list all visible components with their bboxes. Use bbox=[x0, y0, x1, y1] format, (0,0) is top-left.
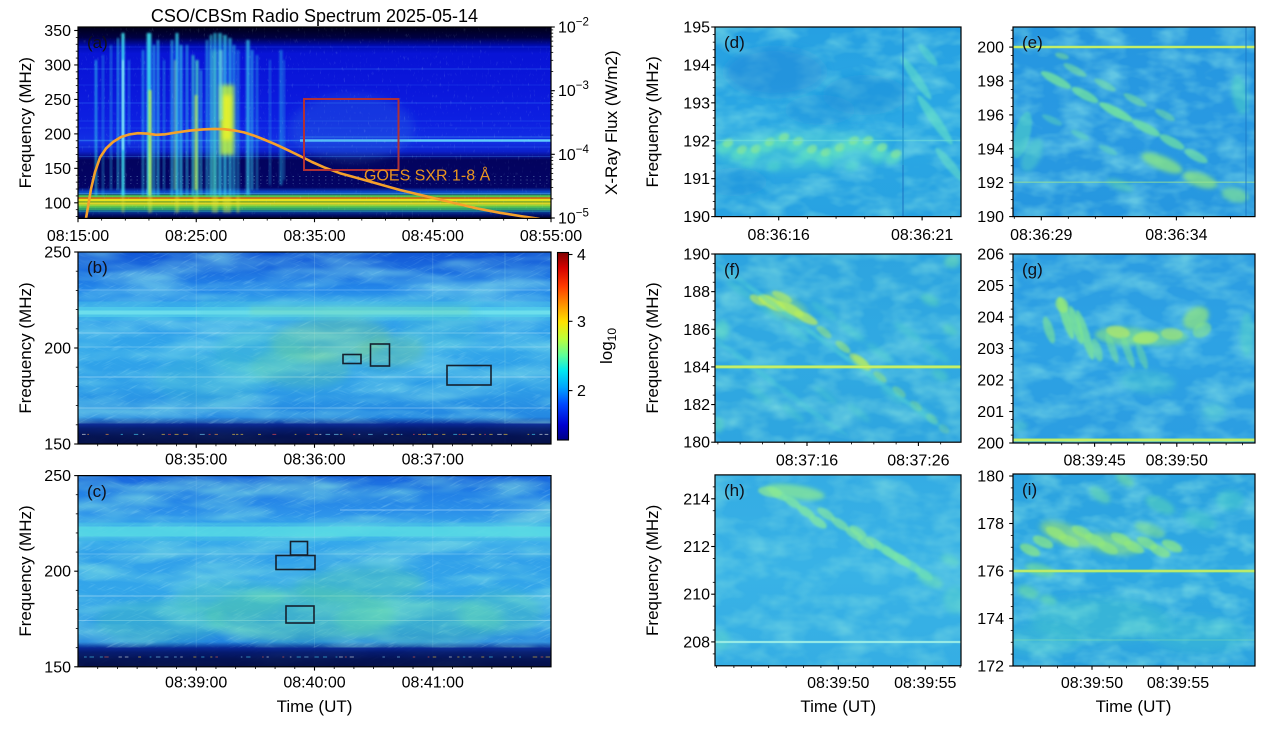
svg-text:188: 188 bbox=[683, 284, 710, 301]
svg-text:200: 200 bbox=[44, 341, 71, 358]
svg-text:08:36:00: 08:36:00 bbox=[283, 452, 345, 469]
svg-text:184: 184 bbox=[683, 359, 710, 376]
svg-text:186: 186 bbox=[683, 322, 710, 339]
svg-text:08:15:00: 08:15:00 bbox=[47, 228, 109, 245]
svg-text:190: 190 bbox=[683, 247, 710, 264]
svg-text:210: 210 bbox=[683, 587, 710, 604]
svg-text:300: 300 bbox=[44, 58, 71, 75]
svg-text:08:25:00: 08:25:00 bbox=[165, 228, 227, 245]
svg-text:201: 201 bbox=[977, 404, 1004, 421]
svg-text:08:41:00: 08:41:00 bbox=[402, 675, 464, 692]
svg-text:08:37:16: 08:37:16 bbox=[776, 453, 838, 470]
svg-text:190: 190 bbox=[977, 209, 1004, 226]
svg-text:Frequency (MHz): Frequency (MHz) bbox=[643, 56, 662, 187]
svg-text:180: 180 bbox=[683, 435, 710, 452]
svg-text:202: 202 bbox=[977, 373, 1004, 390]
svg-text:203: 203 bbox=[977, 341, 1004, 358]
svg-text:(d): (d) bbox=[724, 33, 745, 52]
svg-text:205: 205 bbox=[977, 278, 1004, 295]
svg-text:08:45:00: 08:45:00 bbox=[402, 228, 464, 245]
svg-text:200: 200 bbox=[44, 564, 71, 581]
svg-text:CSO/CBSm Radio Spectrum 2025-0: CSO/CBSm Radio Spectrum 2025-05-14 bbox=[151, 6, 478, 26]
svg-text:212: 212 bbox=[683, 539, 710, 556]
svg-text:08:36:16: 08:36:16 bbox=[748, 227, 810, 244]
svg-text:250: 250 bbox=[44, 245, 71, 262]
svg-text:150: 150 bbox=[44, 659, 71, 676]
svg-text:150: 150 bbox=[44, 437, 71, 454]
svg-text:200: 200 bbox=[977, 436, 1004, 453]
svg-text:Frequency (MHz): Frequency (MHz) bbox=[643, 505, 662, 636]
svg-text:4: 4 bbox=[577, 247, 586, 264]
svg-text:Frequency (MHz): Frequency (MHz) bbox=[16, 57, 35, 188]
svg-text:08:39:50: 08:39:50 bbox=[1061, 675, 1123, 692]
svg-text:(f): (f) bbox=[724, 260, 740, 279]
svg-text:X-Ray Flux (W/m2): X-Ray Flux (W/m2) bbox=[602, 50, 621, 195]
svg-text:10−5: 10−5 bbox=[558, 208, 589, 228]
svg-text:(a): (a) bbox=[87, 33, 108, 52]
svg-text:Frequency (MHz): Frequency (MHz) bbox=[16, 505, 35, 636]
svg-text:10−3: 10−3 bbox=[558, 80, 589, 100]
svg-text:194: 194 bbox=[683, 57, 710, 74]
svg-text:Frequency (MHz): Frequency (MHz) bbox=[16, 282, 35, 413]
svg-text:log10: log10 bbox=[597, 328, 619, 364]
svg-text:10−4: 10−4 bbox=[558, 144, 590, 164]
svg-text:08:36:21: 08:36:21 bbox=[891, 227, 953, 244]
svg-text:08:36:29: 08:36:29 bbox=[1010, 227, 1072, 244]
svg-text:200: 200 bbox=[977, 40, 1004, 57]
svg-text:Time (UT): Time (UT) bbox=[1096, 697, 1172, 716]
svg-text:191: 191 bbox=[683, 171, 710, 188]
svg-text:08:55:00: 08:55:00 bbox=[520, 228, 582, 245]
svg-text:08:39:55: 08:39:55 bbox=[1147, 675, 1209, 692]
svg-text:350: 350 bbox=[44, 23, 71, 40]
svg-text:(h): (h) bbox=[724, 481, 745, 500]
svg-text:08:37:00: 08:37:00 bbox=[402, 452, 464, 469]
svg-text:08:39:50: 08:39:50 bbox=[1146, 453, 1208, 470]
svg-text:198: 198 bbox=[977, 74, 1004, 91]
svg-text:196: 196 bbox=[977, 107, 1004, 124]
svg-text:08:39:55: 08:39:55 bbox=[894, 675, 956, 692]
svg-text:250: 250 bbox=[44, 468, 71, 485]
svg-text:(e): (e) bbox=[1022, 33, 1043, 52]
svg-text:08:35:00: 08:35:00 bbox=[283, 228, 345, 245]
svg-text:178: 178 bbox=[977, 516, 1004, 533]
svg-text:206: 206 bbox=[977, 247, 1004, 264]
svg-text:174: 174 bbox=[977, 611, 1004, 628]
svg-text:100: 100 bbox=[44, 195, 71, 212]
svg-text:(c): (c) bbox=[87, 482, 107, 501]
svg-text:194: 194 bbox=[977, 141, 1004, 158]
svg-text:Time (UT): Time (UT) bbox=[800, 697, 876, 716]
svg-text:08:39:45: 08:39:45 bbox=[1063, 453, 1125, 470]
svg-text:176: 176 bbox=[977, 564, 1004, 581]
svg-text:10−2: 10−2 bbox=[558, 17, 589, 37]
svg-text:(b): (b) bbox=[87, 258, 108, 277]
svg-text:(g): (g) bbox=[1022, 260, 1043, 279]
svg-text:180: 180 bbox=[977, 469, 1004, 486]
svg-text:190: 190 bbox=[683, 209, 710, 226]
svg-text:GOES SXR 1-8 Å: GOES SXR 1-8 Å bbox=[364, 166, 491, 185]
svg-text:08:39:00: 08:39:00 bbox=[165, 675, 227, 692]
svg-text:200: 200 bbox=[44, 126, 71, 143]
svg-text:3: 3 bbox=[577, 314, 586, 331]
svg-text:Frequency (MHz): Frequency (MHz) bbox=[643, 282, 662, 413]
svg-text:08:40:00: 08:40:00 bbox=[283, 675, 345, 692]
svg-text:172: 172 bbox=[977, 659, 1004, 676]
svg-text:214: 214 bbox=[683, 491, 710, 508]
svg-text:182: 182 bbox=[683, 397, 710, 414]
svg-text:195: 195 bbox=[683, 20, 710, 37]
svg-text:208: 208 bbox=[683, 634, 710, 651]
svg-text:192: 192 bbox=[683, 133, 710, 150]
svg-text:08:35:00: 08:35:00 bbox=[165, 452, 227, 469]
svg-text:250: 250 bbox=[44, 92, 71, 109]
svg-text:08:37:26: 08:37:26 bbox=[887, 453, 949, 470]
svg-text:204: 204 bbox=[977, 310, 1004, 327]
svg-text:192: 192 bbox=[977, 175, 1004, 192]
svg-text:(i): (i) bbox=[1022, 480, 1037, 499]
svg-text:08:39:50: 08:39:50 bbox=[807, 675, 869, 692]
svg-text:08:36:34: 08:36:34 bbox=[1145, 227, 1207, 244]
svg-text:2: 2 bbox=[577, 383, 586, 400]
svg-text:193: 193 bbox=[683, 95, 710, 112]
svg-text:Time (UT): Time (UT) bbox=[277, 697, 353, 716]
svg-text:150: 150 bbox=[44, 161, 71, 178]
